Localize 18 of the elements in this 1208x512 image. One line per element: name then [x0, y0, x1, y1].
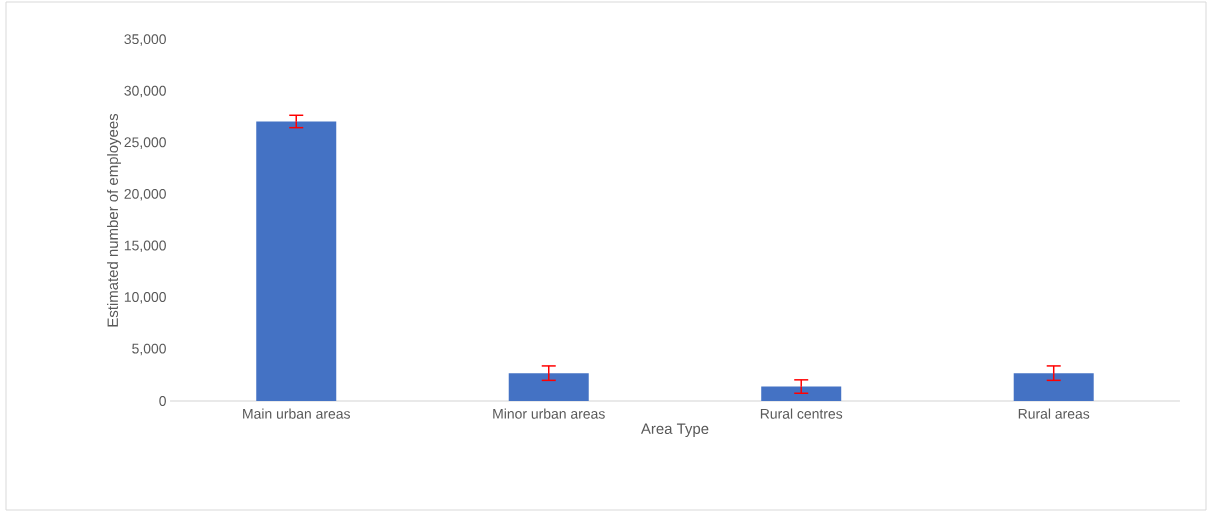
y-axis-title: Estimated number of employees	[107, 113, 121, 327]
x-tick-label: Main urban areas	[243, 408, 350, 419]
bar	[761, 386, 842, 401]
y-tick-label: 5,000	[132, 343, 166, 356]
x-tick-label: Rural centres	[760, 408, 843, 419]
bar	[1013, 373, 1094, 401]
y-tick-label: 10,000	[124, 292, 166, 304]
y-tick-label: 30,000	[124, 85, 166, 98]
y-tick-label: 0	[159, 396, 166, 406]
x-axis-title: Area Type	[640, 423, 709, 437]
x-tick-label: Minor urban areas	[493, 408, 605, 419]
y-tick-label: 35,000	[124, 34, 166, 46]
bar	[508, 373, 589, 401]
y-tick-label: 25,000	[124, 137, 166, 149]
y-tick-label: 20,000	[124, 188, 166, 201]
x-tick-label: Rural areas	[1018, 408, 1090, 419]
y-tick-label: 15,000	[124, 240, 166, 253]
bar	[256, 121, 337, 401]
